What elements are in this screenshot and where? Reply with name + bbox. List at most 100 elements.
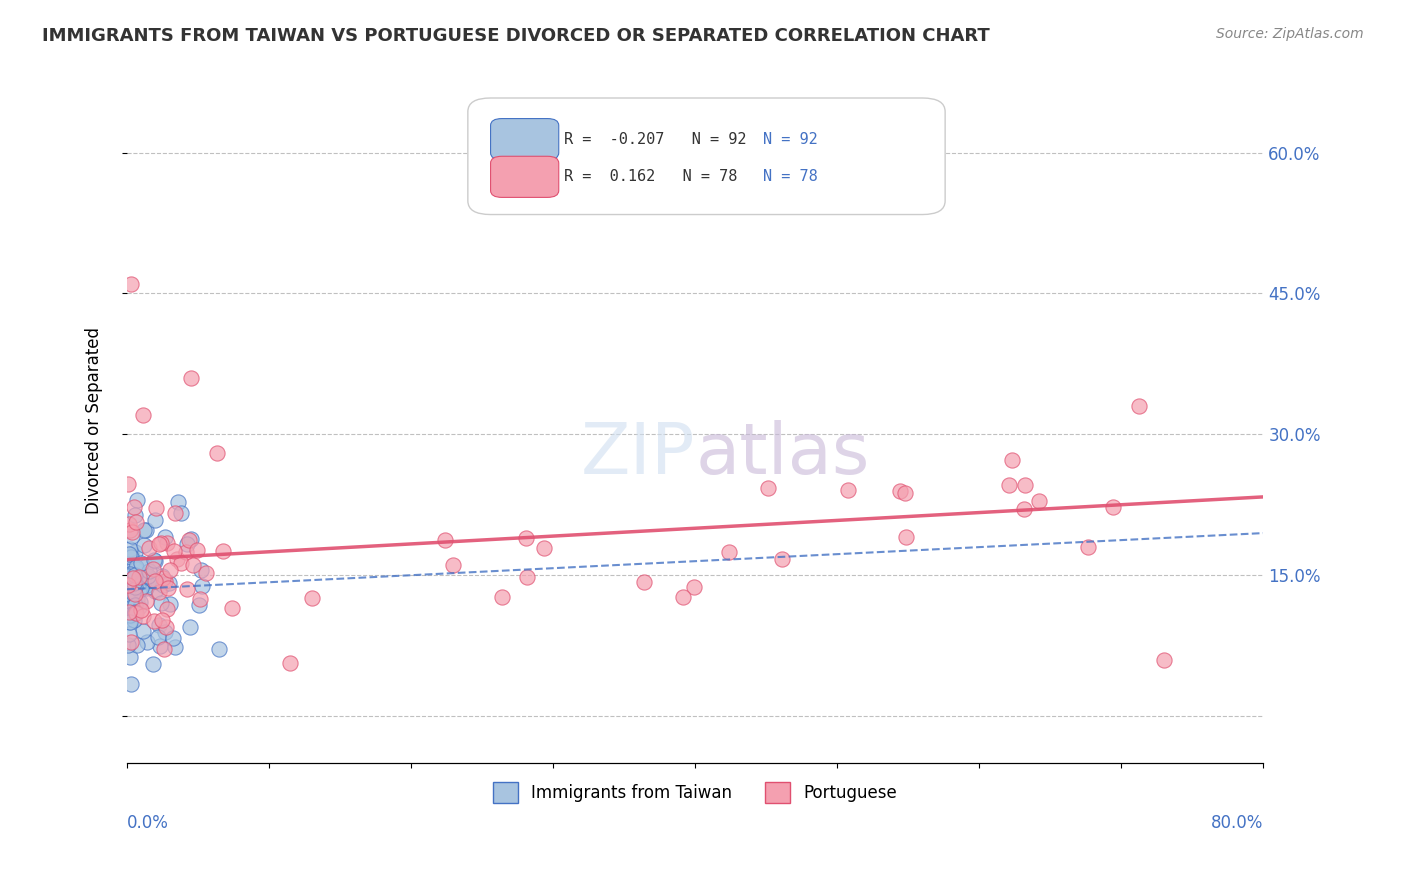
Point [894,486,917,500]
Point [117,627,139,641]
Point [135,559,157,574]
Point [1001,453,1024,467]
Point [148,585,170,599]
Point [672,591,695,605]
Point [136,578,159,592]
Point [117,638,139,652]
Point [180,533,202,547]
Point [118,650,141,665]
Point [121,598,143,612]
Point [633,575,655,590]
Point [441,558,464,572]
Point [117,569,139,583]
Point [167,495,190,509]
Point [128,599,150,614]
Point [159,563,181,577]
Point [179,533,201,547]
Point [131,624,153,639]
Point [120,597,142,611]
Point [142,657,165,672]
Point [516,569,538,583]
Point [122,576,145,591]
Point [120,608,142,623]
Point [183,558,205,572]
Point [157,581,180,595]
Point [128,570,150,584]
Point [120,594,142,608]
Point [221,601,243,615]
Point [120,607,142,622]
Point [121,525,143,540]
Text: R =  0.162   N = 78: R = 0.162 N = 78 [564,169,738,185]
Point [124,580,146,594]
Point [131,571,153,585]
Text: N = 92: N = 92 [763,132,818,146]
Point [124,508,146,523]
Point [124,605,146,619]
Text: atlas: atlas [695,420,869,489]
Point [129,602,152,616]
Point [1014,478,1036,492]
Point [515,531,537,545]
Point [513,145,536,160]
Point [132,538,155,552]
Point [118,566,141,581]
Point [212,544,235,558]
Point [155,620,177,634]
Point [117,574,139,588]
Legend: Immigrants from Taiwan, Portuguese: Immigrants from Taiwan, Portuguese [486,776,904,809]
Point [121,529,143,543]
Point [165,506,187,520]
Point [157,576,180,591]
Point [132,608,155,623]
Point [120,277,142,291]
Point [1028,493,1050,508]
Point [117,586,139,600]
Point [117,477,139,491]
Point [145,500,167,515]
Point [135,523,157,537]
Point [138,541,160,555]
Point [117,574,139,589]
Point [149,639,172,653]
Point [135,578,157,592]
Point [1012,501,1035,516]
Point [132,523,155,537]
Point [136,568,159,582]
Text: 80.0%: 80.0% [1211,814,1264,832]
Point [159,597,181,611]
Point [143,574,166,589]
Point [150,596,173,610]
Point [124,606,146,620]
Point [142,562,165,576]
Point [125,493,148,508]
Point [894,530,917,544]
Point [117,591,139,605]
Point [124,605,146,619]
Point [1077,540,1099,554]
Point [194,566,217,580]
Point [124,544,146,558]
Text: Source: ZipAtlas.com: Source: ZipAtlas.com [1216,27,1364,41]
Point [190,579,212,593]
Point [301,591,323,605]
Point [138,564,160,578]
Point [131,582,153,596]
Point [837,483,859,497]
Point [122,572,145,586]
Point [124,568,146,582]
Point [117,578,139,592]
Point [434,533,457,547]
Point [533,541,555,555]
Point [170,506,193,520]
Point [180,371,202,385]
Point [150,613,173,627]
Point [117,575,139,590]
Text: 0.0%: 0.0% [127,814,169,832]
Point [1128,399,1150,413]
Point [121,567,143,582]
Point [118,571,141,585]
Point [127,638,149,652]
Point [120,550,142,565]
Point [756,481,779,495]
